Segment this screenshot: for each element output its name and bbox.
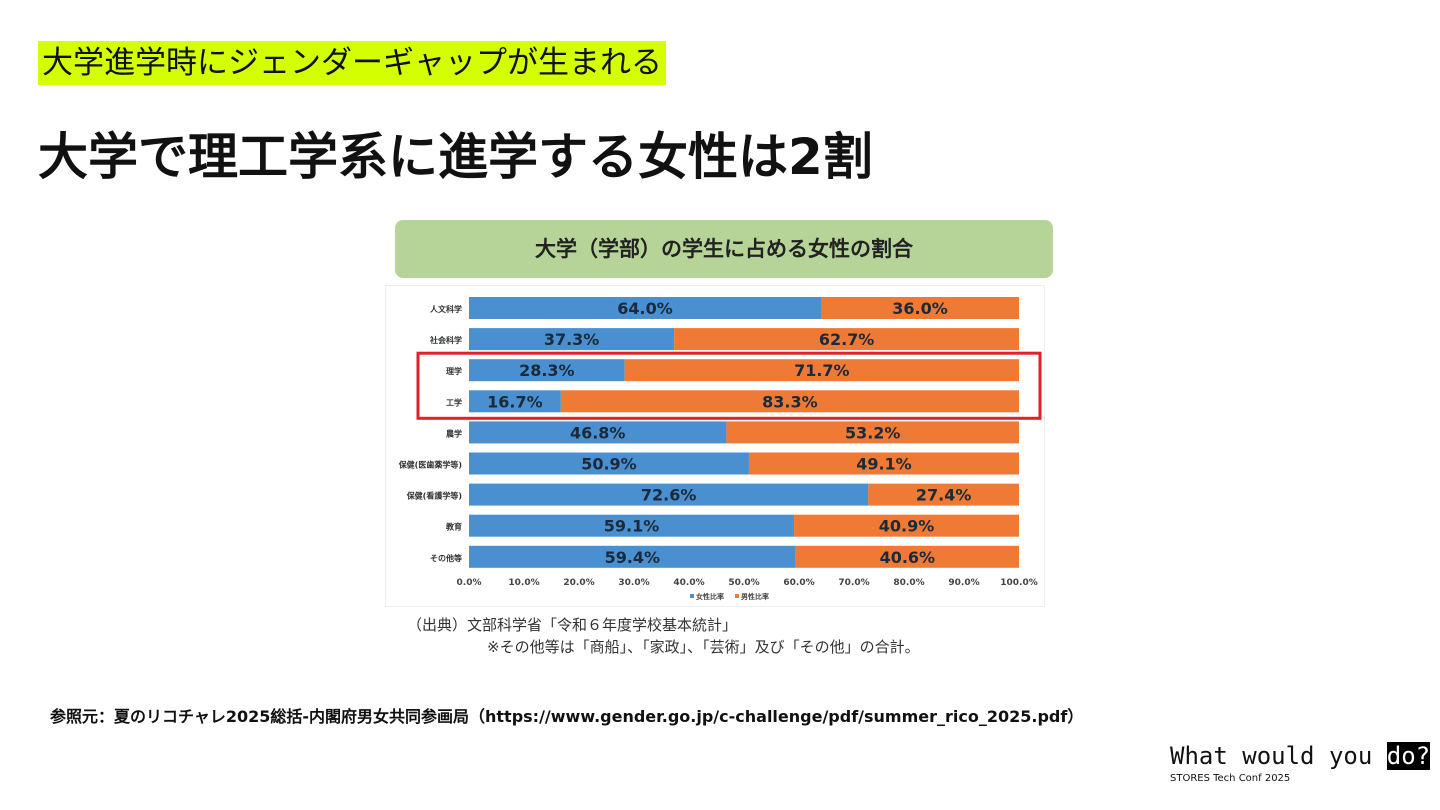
highlight-box xyxy=(416,351,1042,420)
bar-segment-male xyxy=(748,452,1019,475)
bar-segment-female xyxy=(469,359,625,382)
bar-segment-female xyxy=(469,483,869,506)
category-label: 保健(医歯薬学等) xyxy=(398,460,462,470)
x-tick-label: 100.0% xyxy=(1000,578,1038,588)
data-label: 27.4% xyxy=(916,486,972,505)
x-tick-label: 10.0% xyxy=(508,578,539,588)
reference-text: 参照元：夏のリコチャレ2025総括-内閣府男女共同参画局（https://www… xyxy=(50,707,1084,726)
x-tick-label: 40.0% xyxy=(673,578,704,588)
data-label: 16.7% xyxy=(487,392,543,411)
data-label: 72.6% xyxy=(641,486,697,505)
bar-segment-female xyxy=(469,297,821,319)
slide-tag: 大学進学時にジェンダーギャップが生まれる xyxy=(38,41,666,85)
data-label: 62.7% xyxy=(819,330,875,349)
x-tick-label: 50.0% xyxy=(728,578,759,588)
data-label: 59.1% xyxy=(604,517,660,536)
data-label: 53.2% xyxy=(845,423,901,442)
bar-segment-male xyxy=(794,514,1019,537)
bar-segment-female xyxy=(469,545,796,568)
data-label: 36.0% xyxy=(892,299,948,318)
category-label: 社会科学 xyxy=(429,335,462,345)
legend-label: 女性比率 xyxy=(696,592,724,601)
category-label: その他等 xyxy=(430,553,462,563)
data-label: 40.6% xyxy=(880,548,936,567)
category-label: 教育 xyxy=(445,522,462,532)
x-tick-label: 90.0% xyxy=(948,578,979,588)
category-label: 理学 xyxy=(446,366,462,376)
bar-segment-male xyxy=(674,328,1019,351)
data-label: 71.7% xyxy=(794,361,850,380)
source-note: ※その他等は「商船」、「家政」、「芸術」及び「その他」の合計。 xyxy=(487,638,920,656)
bar-segment-male xyxy=(726,421,1019,444)
bar-segment-male xyxy=(560,390,1019,413)
x-tick-label: 20.0% xyxy=(563,578,594,588)
bar-segment-male xyxy=(821,297,1019,319)
logo-text: What would you xyxy=(1170,742,1387,770)
data-label: 50.9% xyxy=(581,455,637,474)
data-label: 59.4% xyxy=(605,548,661,567)
slide-title: 大学で理工学系に進学する女性は2割 xyxy=(38,128,873,186)
x-tick-label: 30.0% xyxy=(618,578,649,588)
bar-segment-female xyxy=(469,328,675,351)
data-label: 40.9% xyxy=(879,517,935,536)
logo-highlight: do? xyxy=(1386,742,1431,770)
bar-segment-female xyxy=(469,390,561,413)
data-label: 28.3% xyxy=(519,361,575,380)
bar-segment-female xyxy=(469,452,749,475)
data-label: 37.3% xyxy=(544,330,600,349)
bar-segment-male xyxy=(624,359,1019,382)
bar-segment-female xyxy=(469,514,795,537)
bar-segment-male xyxy=(868,483,1019,506)
chart-title: 大学（学部）の学生に占める女性の割合 xyxy=(395,220,1053,278)
legend-label: 男性比率 xyxy=(741,592,769,601)
data-label: 46.8% xyxy=(570,423,626,442)
x-tick-label: 60.0% xyxy=(783,578,814,588)
conference-logo: What would you do? xyxy=(1170,742,1431,770)
bar-segment-male xyxy=(795,545,1019,568)
x-tick-label: 70.0% xyxy=(838,578,869,588)
data-label: 49.1% xyxy=(856,455,912,474)
bar-segment-female xyxy=(469,421,727,444)
x-tick-label: 0.0% xyxy=(457,578,482,588)
category-label: 工学 xyxy=(446,397,462,407)
data-label: 64.0% xyxy=(617,299,673,318)
category-label: 保健(看護学等) xyxy=(406,491,462,501)
source-citation: （出典）文部科学省「令和６年度学校基本統計」 xyxy=(407,616,738,634)
x-tick-label: 80.0% xyxy=(893,578,924,588)
conference-name: STORES Tech Conf 2025 xyxy=(1170,773,1291,784)
chart-frame xyxy=(385,285,1045,607)
category-label: 人文科学 xyxy=(430,304,462,314)
data-label: 83.3% xyxy=(762,392,818,411)
legend-swatch xyxy=(690,594,694,598)
category-label: 農学 xyxy=(446,428,462,438)
legend-swatch xyxy=(735,594,739,598)
